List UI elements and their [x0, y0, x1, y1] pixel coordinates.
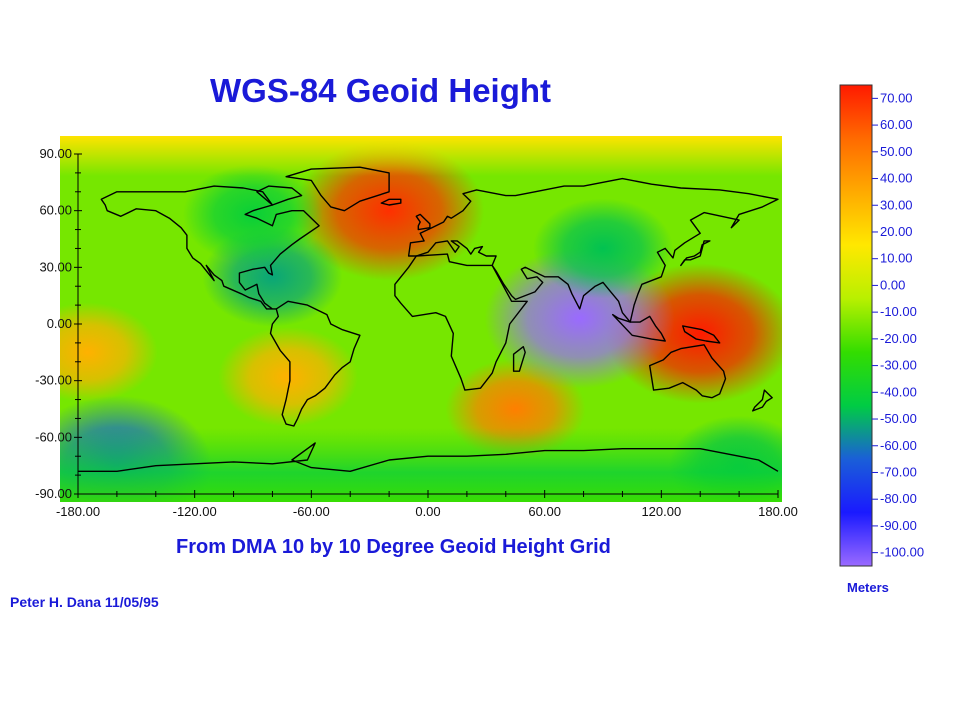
y-tick-label: 0.00: [47, 316, 72, 331]
coastline-africa: [394, 253, 528, 391]
y-tick-label: -90.00: [35, 486, 72, 501]
colorbar-label: 50.00: [880, 144, 913, 159]
coastline-antarctica: [78, 442, 779, 472]
coastline-greenland: [285, 166, 390, 212]
colorbar-label: -20.00: [880, 331, 917, 346]
y-tick-label: -60.00: [35, 429, 72, 444]
x-tick-label: 0.00: [415, 504, 440, 519]
field-feature-south-pacific-east-high: [60, 302, 158, 403]
coastline-baffin-island: [256, 185, 303, 206]
geoid-height-field: [60, 136, 782, 502]
y-tick-label: 30.00: [39, 259, 72, 274]
coastline-iceland: [380, 198, 402, 206]
coastline-madagascar: [512, 346, 526, 372]
field-feature-central-asia-low: [533, 198, 673, 299]
colorbar-ramp: [839, 84, 873, 567]
coastline-japan: [680, 240, 711, 267]
colorbar-label: 40.00: [880, 171, 913, 186]
y-tick-label: 90.00: [39, 146, 72, 161]
y-tick-label: 60.00: [39, 203, 72, 218]
x-tick-label: 60.00: [528, 504, 561, 519]
coastline-new-guinea: [682, 325, 721, 344]
x-tick-label: -120.00: [173, 504, 217, 519]
x-tick-label: 180.00: [758, 504, 798, 519]
coastline-south-america: [269, 300, 361, 427]
colorbar-label: -50.00: [880, 411, 917, 426]
x-tick-label: 120.00: [641, 504, 681, 519]
x-tick-label: -180.00: [56, 504, 100, 519]
chart-subtitle: From DMA 10 by 10 Degree Geoid Height Gr…: [176, 536, 611, 558]
colorbar-label: 30.00: [880, 197, 913, 212]
colorbar-label: -30.00: [880, 358, 917, 373]
coastline-north-america: [100, 185, 320, 310]
x-tick-label: -60.00: [293, 504, 330, 519]
field-feature-andes-high: [218, 326, 358, 427]
coastline-indonesia: [612, 313, 666, 342]
coastlines: [78, 166, 779, 472]
colorbar-label: 0.00: [880, 277, 905, 292]
chart-title: WGS-84 Geoid Height: [210, 72, 552, 109]
author-credit: Peter H. Dana 11/05/95: [10, 594, 159, 610]
field-feature-hudson-bay-low: [183, 164, 323, 265]
coastline-new-zealand: [752, 389, 773, 412]
y-tick-label: -30.00: [35, 373, 72, 388]
colorbar-label: 60.00: [880, 117, 913, 132]
colorbar-label: -90.00: [880, 518, 917, 533]
coastline-great-britain: [415, 213, 431, 231]
colorbar-label: -10.00: [880, 304, 917, 319]
northern-cap: [60, 136, 782, 176]
colorbar-label: -70.00: [880, 464, 917, 479]
colorbar-label: 70.00: [880, 90, 913, 105]
colorbar: 70.00 60.00 50.00 40.00 30.00 20.00 10.00 0.00 -…: [839, 84, 924, 567]
coastline-eurasia: [407, 177, 779, 323]
colorbar-label: -40.00: [880, 384, 917, 399]
colorbar-unit-label: Meters: [847, 580, 889, 595]
colorbar-label: -100.00: [880, 545, 924, 560]
colorbar-label: -60.00: [880, 438, 917, 453]
colorbar-label: -80.00: [880, 491, 917, 506]
coastline-australia: [649, 344, 727, 399]
colorbar-label: 20.00: [880, 224, 913, 239]
colorbar-label: 10.00: [880, 251, 913, 266]
map-axes: 90.00 60.00 30.00 0.00 -30.00 -60.00 -90.00 -18…: [35, 146, 798, 519]
